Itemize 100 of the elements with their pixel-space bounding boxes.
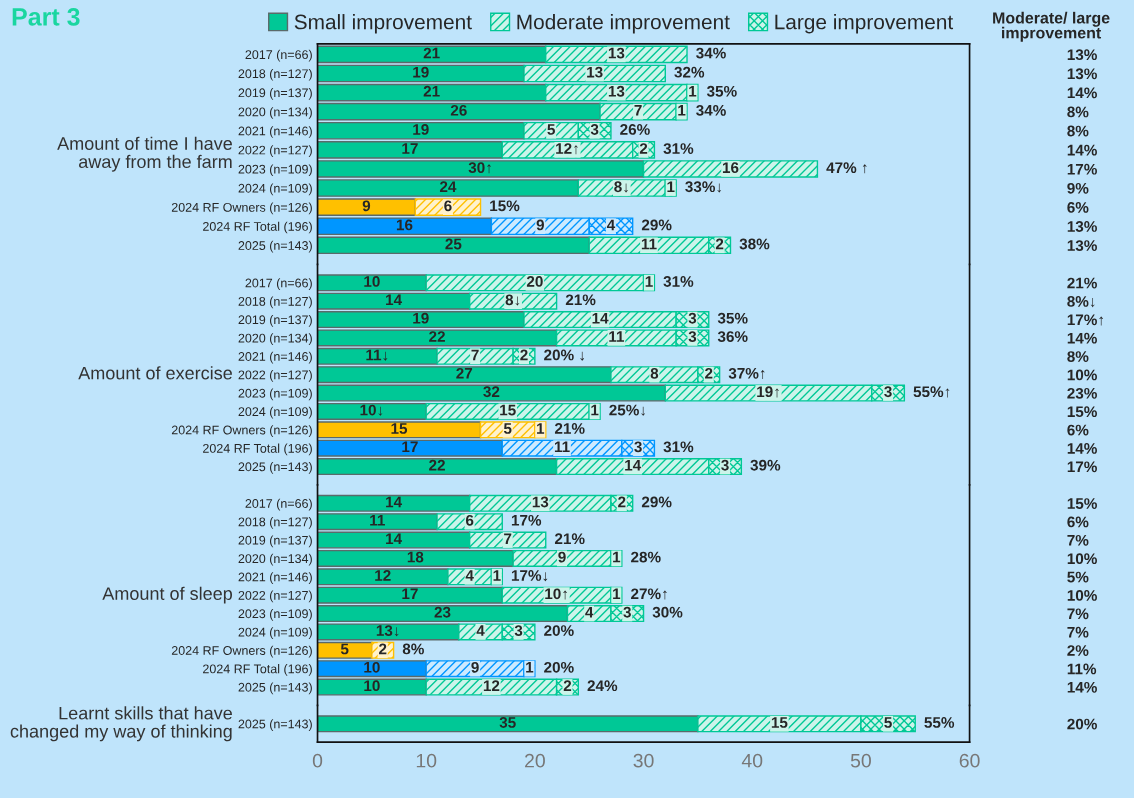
y-tick-label: 2024 RF Owners (n=126) [171, 645, 312, 658]
x-tick-label: 50 [850, 753, 871, 768]
y-tick-label: 2018 (n=127) [238, 296, 312, 309]
y-tick-label: 2025 (n=143) [238, 461, 312, 474]
y-tick-label: 2017 (n=66) [245, 498, 312, 511]
data-label: 16 [722, 162, 739, 174]
total-label: 31% [663, 143, 694, 154]
y2-tick-label: 17% [1067, 461, 1097, 473]
y2-tick-label: 17% [1067, 163, 1097, 175]
data-label: 8↓ [614, 181, 628, 193]
data-label: 19 [413, 124, 429, 135]
y2-tick-label: 13% [1067, 221, 1097, 232]
x-tick-label: 40 [741, 753, 763, 768]
data-label: 26 [450, 104, 467, 116]
data-label: 9 [471, 661, 479, 673]
total-label: 15% [490, 200, 520, 212]
y-tick-label: 2025 (n=143) [238, 682, 312, 695]
total-label: 24% [587, 680, 618, 692]
y2-tick-label: 6% [1067, 516, 1089, 528]
data-label: 11 [554, 441, 570, 453]
data-label: 3 [634, 441, 642, 453]
total-label: 28% [631, 551, 661, 563]
total-label: 55% [924, 717, 955, 728]
y-tick-label: 2017 (n=66) [245, 49, 312, 62]
data-label: 13 [608, 47, 625, 59]
data-label: 15 [771, 717, 788, 728]
total-label: 47% ↑ [826, 162, 867, 174]
y-tick-label: 2018 (n=127) [238, 517, 312, 529]
data-label: 5 [340, 643, 349, 655]
y-tick-label: 2021 (n=146) [238, 126, 312, 138]
data-label: 1 [526, 662, 534, 673]
data-label: 1 [645, 276, 653, 287]
data-label: 3 [623, 606, 631, 618]
data-label: 12↑ [556, 143, 578, 155]
total-label: 33%↓ [685, 181, 722, 193]
data-label: 7 [634, 105, 642, 116]
y-tick-label: 2020 (n=134) [238, 107, 312, 119]
y-tick-label: 2019 (n=137) [238, 535, 312, 548]
data-label: 22 [429, 459, 445, 471]
data-label: 5 [547, 124, 555, 135]
total-label: 27%↑ [631, 588, 667, 600]
data-label: 16 [396, 219, 413, 231]
total-label: 30% [652, 606, 683, 618]
total-label: 31% [663, 276, 694, 287]
total-label: 20% ↓ [544, 349, 584, 361]
y-tick-label: 2018 (n=127) [238, 68, 312, 81]
data-label: 32 [483, 386, 500, 398]
y-tick-label: 2024 RF Total (196) [203, 443, 312, 456]
total-label: 21% [554, 423, 585, 434]
data-label: 14 [386, 496, 403, 508]
data-label: 13 [587, 66, 603, 78]
data-label: 1 [591, 404, 599, 416]
y2-tick-label: 14% [1067, 443, 1097, 454]
data-label: 19 [413, 312, 429, 324]
legend-label: Moderate improvement [517, 14, 730, 34]
y-tick-label: 2024 (n=109) [238, 183, 312, 196]
y2-tick-label: 15% [1067, 498, 1097, 509]
total-label: 20% [544, 625, 574, 636]
y-axis-title: Amount of exercise [78, 366, 232, 380]
data-label: 19 [413, 66, 429, 78]
y-tick-label: 2019 (n=137) [238, 314, 312, 327]
total-label: 36% [717, 331, 748, 343]
data-label: 7 [504, 533, 512, 544]
data-label: 18 [407, 551, 424, 563]
data-label: 3 [514, 625, 523, 637]
data-label: 9 [362, 200, 371, 212]
total-label: 37%↑ [728, 367, 765, 380]
y2-tick-label: 8% [1067, 125, 1089, 137]
data-label: 10 [364, 680, 380, 692]
data-label: 14 [625, 459, 642, 471]
total-label: 20% [544, 661, 574, 673]
data-label: 1 [613, 551, 621, 563]
data-label: 3 [721, 459, 729, 471]
data-label: 10 [364, 276, 380, 287]
data-label: 1 [667, 181, 675, 192]
y-tick-label: 2021 (n=146) [238, 351, 312, 364]
y2-tick-label: 9% [1067, 182, 1089, 194]
data-label: 19↑ [757, 386, 779, 398]
total-label: 34% [696, 47, 726, 59]
data-label: 27 [456, 367, 473, 379]
data-label: 5 [884, 717, 892, 728]
legend-label: Small improvement [294, 14, 472, 34]
data-label: 35 [499, 717, 516, 728]
y2-tick-label: 7% [1067, 608, 1089, 620]
y-tick-label: 2025 (n=143) [238, 719, 312, 731]
data-label: 11↓ [366, 349, 388, 361]
data-label: 10↑ [545, 588, 567, 600]
data-label: 1 [493, 570, 501, 581]
data-label: 10 [364, 661, 380, 673]
y-axis-title: Learnt skills that have changed my way of thinking [10, 706, 232, 742]
data-label: 10↓ [360, 404, 383, 416]
data-label: 14 [592, 312, 609, 324]
data-label: 17 [402, 143, 418, 154]
total-label: 31% [663, 441, 694, 453]
y2-tick-label: 8% [1067, 106, 1089, 118]
data-label: 12 [483, 680, 500, 691]
data-label: 6 [444, 200, 452, 212]
data-label: 17 [402, 441, 418, 453]
data-label: 14 [386, 294, 403, 306]
y-tick-label: 2022 (n=127) [238, 370, 312, 382]
